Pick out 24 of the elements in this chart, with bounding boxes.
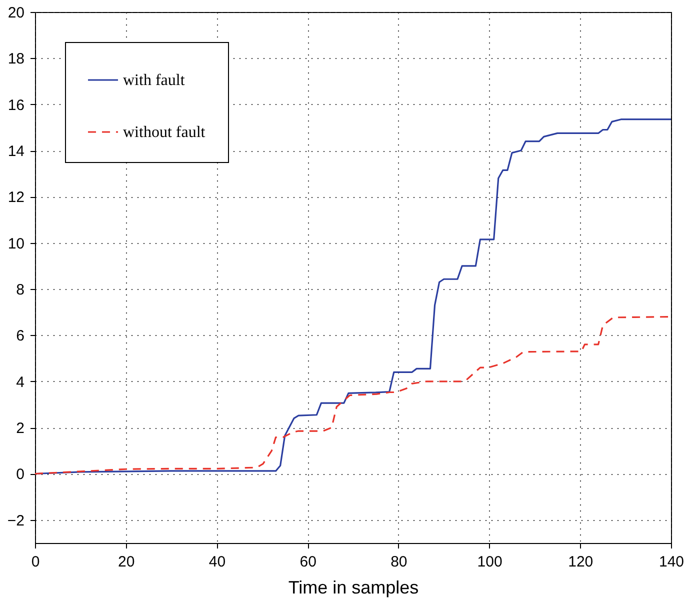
x-tick-label: 0 [31,554,40,570]
y-tick-label: 10 [8,235,24,252]
x-tick-label: 140 [658,554,684,570]
y-tick-label: −2 [7,512,24,530]
legend-label: without fault [123,124,206,141]
y-tick-label: 2 [16,420,24,438]
x-tick-label: 100 [477,554,502,570]
x-axis-title: Time in samples [288,578,419,598]
x-tick-label: 60 [300,554,316,570]
y-tick-label: 16 [8,96,24,114]
x-tick-label: 40 [208,554,226,570]
x-tick-label: 20 [118,554,135,570]
y-tick-label: 4 [16,374,24,391]
y-tick-label: 14 [8,143,24,160]
y-tick-label: 0 [16,466,24,484]
y-tick-label: 12 [8,189,24,206]
x-tick-label: 80 [390,554,408,570]
x-tick-label: 120 [568,554,594,570]
y-tick-label: 8 [16,282,24,299]
y-tick-label: 18 [8,50,24,68]
y-tick-label: 20 [8,4,24,22]
legend-label: with fault [123,72,186,89]
y-tick-label: 6 [16,328,24,345]
line-series [35,316,671,475]
